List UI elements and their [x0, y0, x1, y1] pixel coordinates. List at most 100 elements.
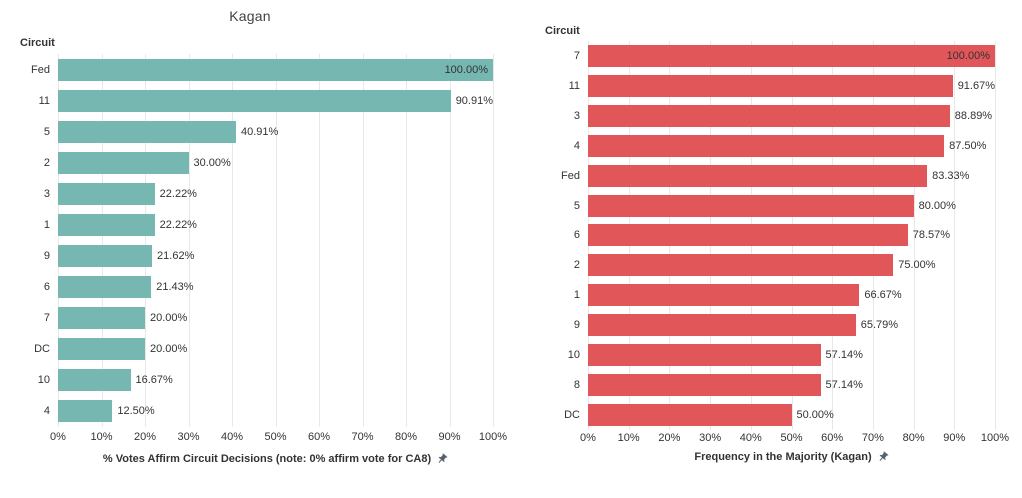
x-tick-label: 20% [133, 431, 157, 443]
bar[interactable] [58, 245, 153, 267]
value-label: 78.57% [912, 229, 951, 242]
x-tick-label: 80% [394, 431, 418, 443]
gridline [954, 41, 956, 430]
category-label: 9 [43, 250, 50, 262]
gridline [995, 41, 996, 430]
bar[interactable]: 100.00% [58, 58, 493, 81]
x-tick-label: 100% [478, 431, 508, 443]
x-axis-title-text: % Votes Affirm Circuit Decisions (note: … [102, 453, 432, 465]
category-label: 7 [43, 312, 50, 325]
bar[interactable] [58, 182, 155, 205]
value-label: 57.14% [825, 349, 863, 362]
bars-area: 100.00% 91.67% 88.89% 87.50% 83.33% 80.00% 78.… [588, 41, 995, 430]
value-label: 100.00% [444, 63, 488, 76]
bar[interactable] [588, 194, 914, 217]
pushpin-icon[interactable] [874, 449, 891, 466]
x-tick-label: 0% [50, 431, 66, 443]
bar[interactable] [58, 307, 145, 330]
x-tick-label: 10% [617, 432, 640, 444]
bar-row: 20.00% [58, 334, 493, 365]
bar-row: 100.00% [58, 54, 493, 85]
value-label: 100.00% [946, 49, 990, 62]
category-label: 3 [573, 109, 580, 122]
x-tick-label: 70% [351, 431, 374, 443]
value-label: 87.50% [949, 139, 987, 152]
gridline [449, 54, 451, 427]
bar-row: 20.00% [58, 303, 493, 334]
bar[interactable] [588, 344, 821, 367]
bar[interactable] [58, 369, 131, 392]
category-label: 4 [573, 139, 580, 152]
bar[interactable] [58, 213, 155, 236]
value-label: 83.33% [932, 169, 970, 182]
bar[interactable] [588, 404, 792, 427]
category-label: 7 [573, 49, 580, 62]
value-label: 91.67% [957, 79, 995, 92]
x-axis-title-text: Frequency in the Majority (Kagan) [694, 451, 872, 463]
bar[interactable] [58, 151, 189, 174]
category-label: Fed [31, 63, 50, 76]
value-label: 88.89% [954, 109, 993, 122]
bar-row: 66.67% [588, 280, 995, 310]
category-label: 6 [573, 229, 580, 242]
bar[interactable] [588, 134, 945, 157]
bar-row: 21.62% [58, 240, 493, 271]
value-label: 20.00% [150, 343, 188, 356]
gridline [406, 54, 407, 427]
category-label: 3 [43, 187, 50, 200]
bar[interactable] [588, 224, 908, 247]
category-label: 2 [43, 156, 50, 169]
category-label: 4 [43, 405, 50, 418]
bar[interactable]: 100.00% [588, 44, 995, 67]
value-label: 90.91% [455, 94, 493, 107]
category-axis: 7 11 3 4 Fed 5 6 2 1 9 10 8 DC [511, 41, 588, 430]
circuit-field-label: Circuit [545, 25, 580, 37]
value-label: 57.14% [825, 379, 863, 392]
bar-row: 50.00% [588, 400, 995, 430]
bar[interactable] [588, 374, 821, 397]
x-tick-label: 60% [821, 432, 844, 444]
value-label: 22.22% [159, 218, 197, 231]
bar[interactable] [588, 284, 860, 307]
category-label: DC [564, 409, 580, 422]
x-tick-label: 90% [943, 432, 966, 444]
gridline [275, 54, 277, 427]
bar-row: 57.14% [588, 370, 995, 400]
value-label: 65.79% [860, 319, 899, 332]
bar[interactable] [58, 89, 451, 112]
bar[interactable] [588, 74, 953, 97]
value-label: 66.67% [864, 289, 902, 302]
bar[interactable] [58, 120, 236, 143]
bar-row: 16.67% [58, 365, 493, 396]
bar[interactable] [588, 164, 928, 187]
bar-row: 83.33% [588, 161, 995, 191]
gridline [493, 54, 494, 427]
value-label: 80.00% [918, 199, 956, 212]
plot-area: 100.00% 91.67% 88.89% 87.50% 83.33% 80.00% 78.… [588, 41, 996, 430]
category-label: 11 [38, 94, 50, 107]
category-label: 9 [573, 319, 580, 332]
bar-row: 22.22% [58, 178, 493, 209]
circuit-field-label: Circuit [20, 37, 55, 49]
category-label: 6 [43, 281, 50, 294]
value-label: 40.91% [240, 125, 279, 138]
value-label: 21.62% [157, 250, 195, 262]
bar[interactable] [588, 104, 950, 127]
plot-body: 7 11 3 4 Fed 5 6 2 1 9 10 8 DC 100.00% 91.67% 88.89% 87… [511, 41, 1022, 430]
bar-row: 57.14% [588, 340, 995, 370]
bar-row: 75.00% [588, 250, 995, 280]
value-label: 20.00% [150, 312, 188, 325]
pushpin-icon[interactable] [434, 451, 451, 468]
bar[interactable] [58, 338, 145, 361]
bar[interactable] [58, 276, 152, 299]
bar-row: 65.79% [588, 310, 995, 340]
bar[interactable] [58, 400, 113, 423]
bar[interactable] [588, 254, 894, 277]
x-axis-title: % Votes Affirm Circuit Decisions (note: … [58, 453, 493, 465]
x-tick-label: 50% [264, 431, 287, 443]
category-label: 1 [43, 218, 50, 231]
gridlines [58, 54, 494, 427]
plot-area: 100.00% 90.91% 40.91% 30.00% 22.22% 22.22% 21.… [58, 54, 494, 427]
bar[interactable] [588, 314, 856, 337]
